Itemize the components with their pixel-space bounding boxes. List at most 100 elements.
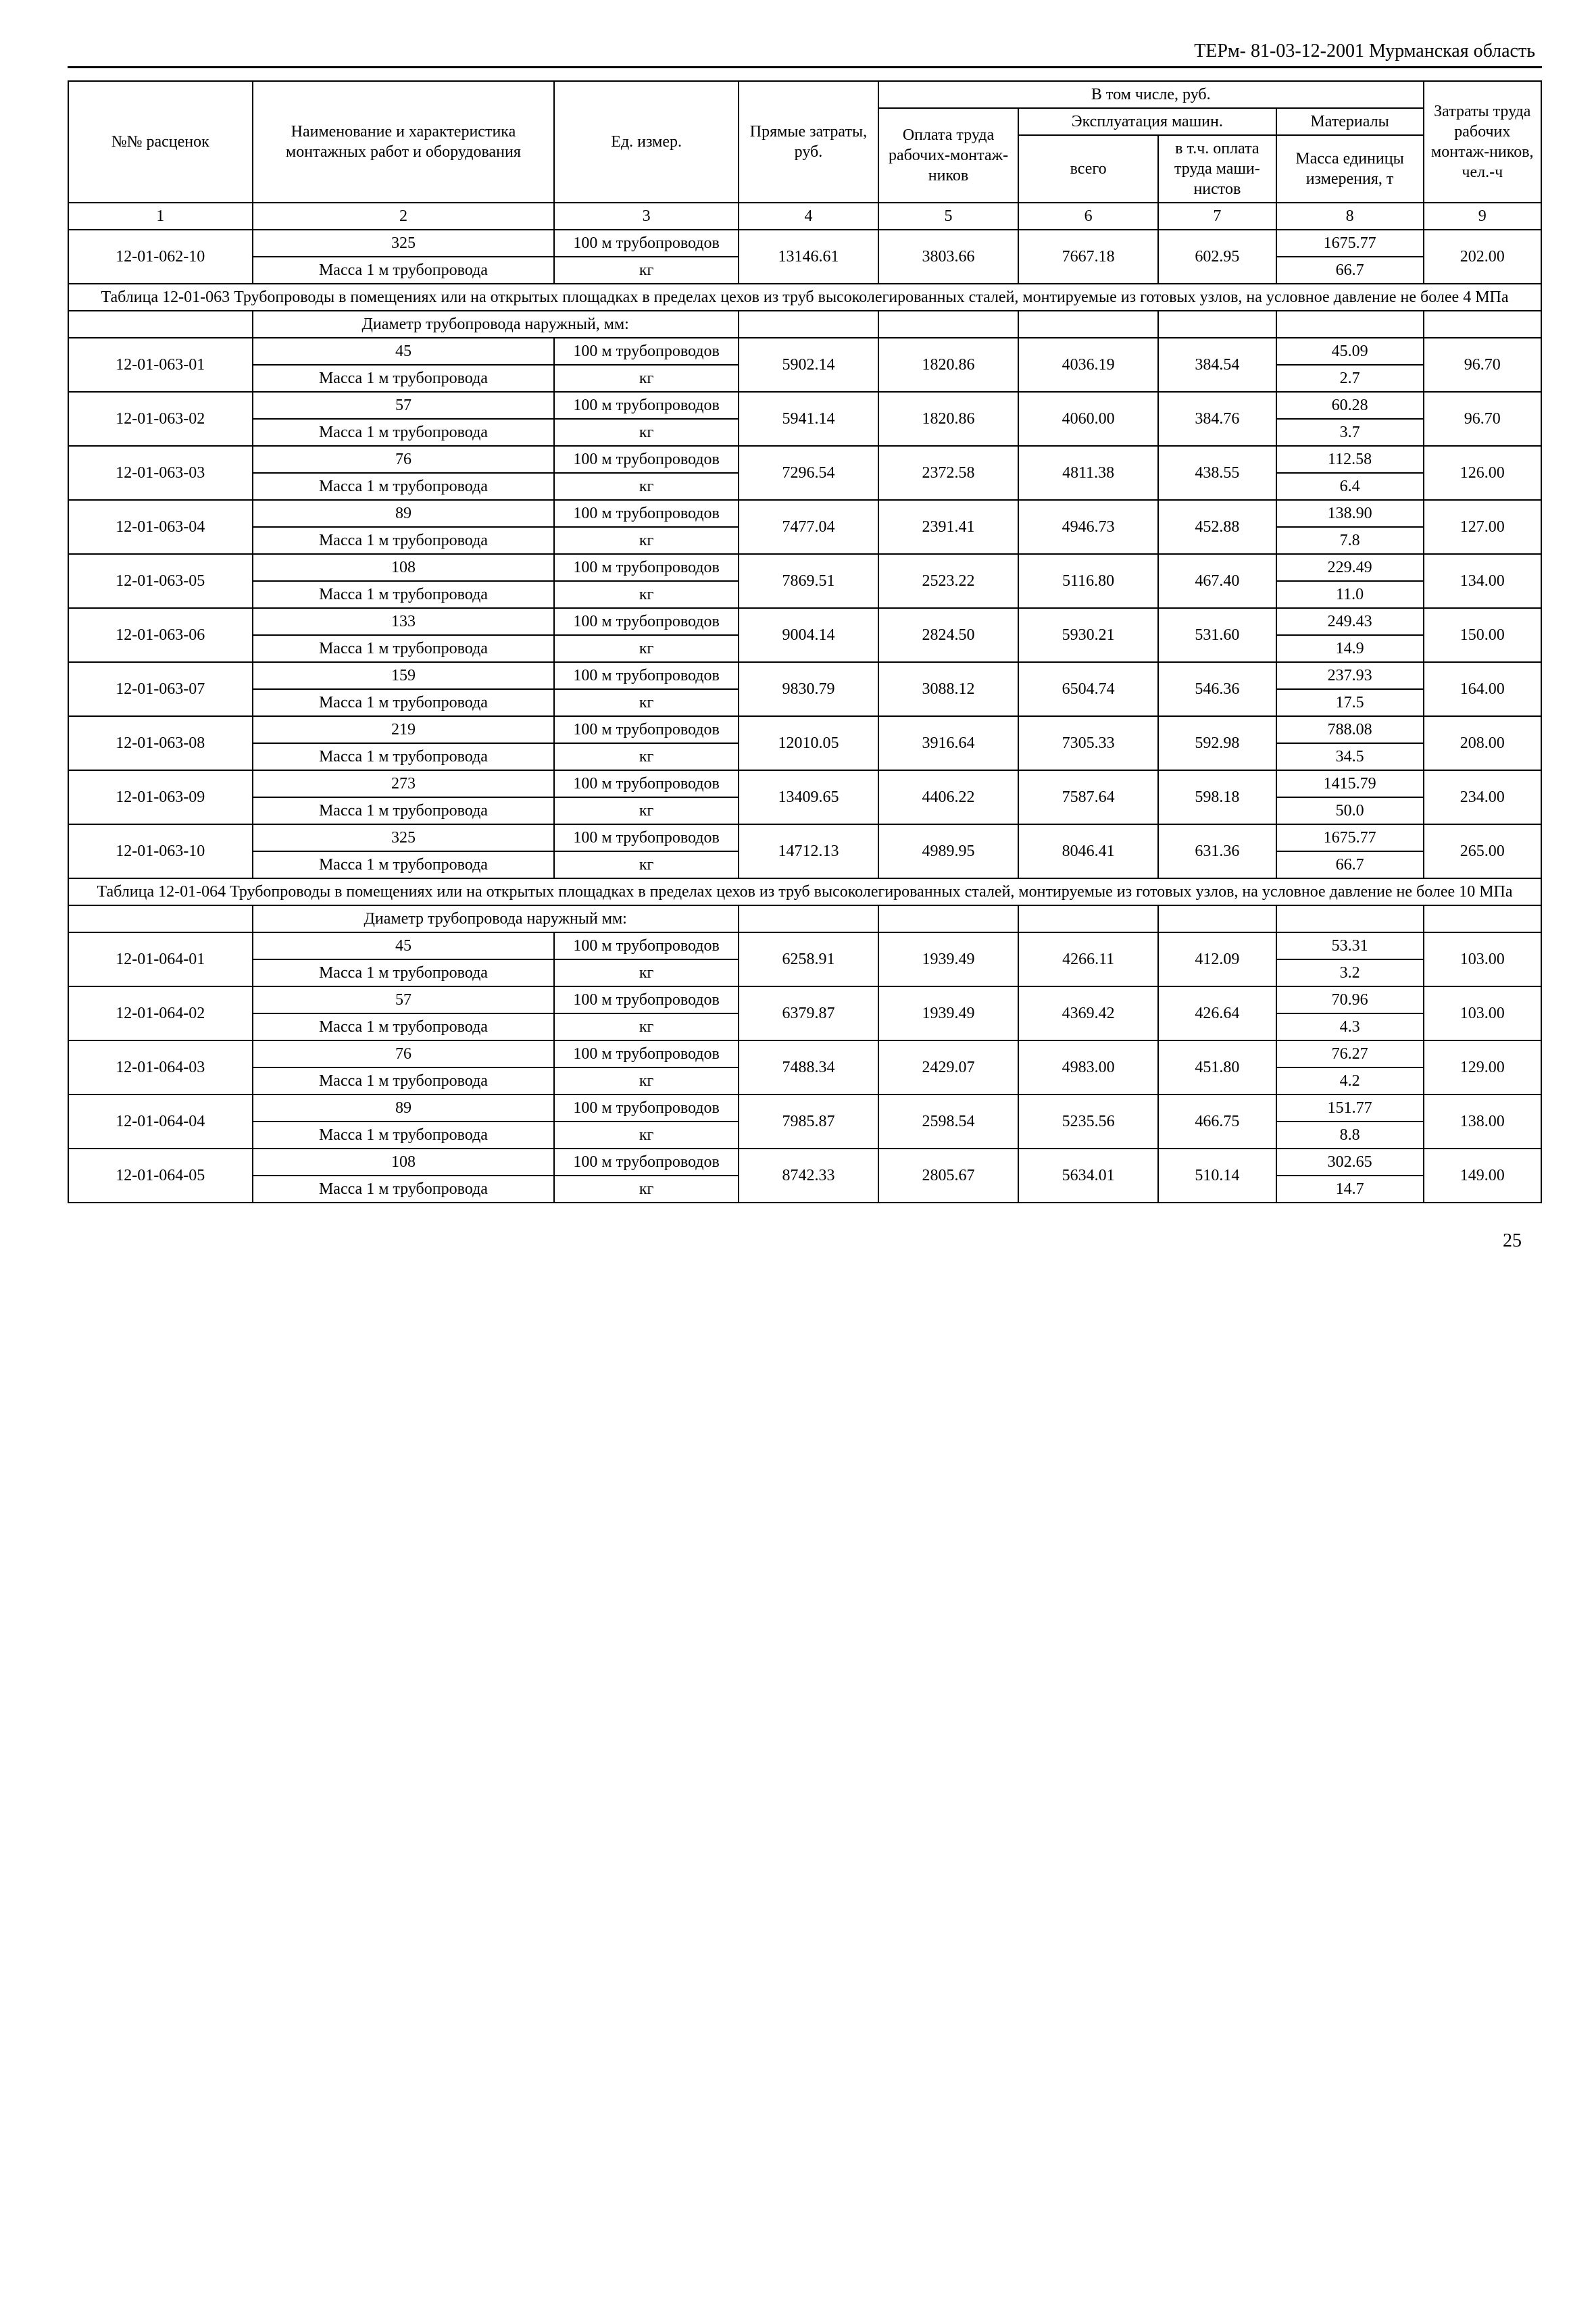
cell-labor: 1939.49	[878, 932, 1018, 986]
cell-unit: 100 м трубопроводов	[554, 986, 739, 1013]
cell-code: 12-01-062-10	[68, 230, 253, 284]
cell-mass-unit: кг	[554, 1176, 739, 1203]
cell-mach: 5116.80	[1018, 554, 1158, 608]
table-row: 12-01-064-0489100 м трубопроводов7985.87…	[68, 1095, 1541, 1122]
cell-mat: 138.90	[1276, 500, 1424, 527]
cell-labor: 3088.12	[878, 662, 1018, 716]
cell-unit: 100 м трубопроводов	[554, 1149, 739, 1176]
cell-lh: 126.00	[1424, 446, 1541, 500]
cell-labor: 2805.67	[878, 1149, 1018, 1203]
diam-header-row: Диаметр трубопровода наружный мм:	[68, 905, 1541, 932]
cell-unit: 100 м трубопроводов	[554, 392, 739, 419]
header-row-1: №№ расценок Наименование и характеристик…	[68, 81, 1541, 108]
cell-lh: 208.00	[1424, 716, 1541, 770]
table-row: 12-01-063-0376100 м трубопроводов7296.54…	[68, 446, 1541, 473]
document-header: ТЕРм- 81-03-12-2001 Мурманская область	[68, 41, 1542, 62]
cell-labor: 3803.66	[878, 230, 1018, 284]
cell-lh: 164.00	[1424, 662, 1541, 716]
cell-direct: 13409.65	[739, 770, 878, 824]
cell-mach: 7667.18	[1018, 230, 1158, 284]
cell-diam: 273	[253, 770, 555, 797]
hn9: 9	[1424, 203, 1541, 230]
cell-diam: 89	[253, 1095, 555, 1122]
cell-mass-unit: кг	[554, 527, 739, 554]
cell-mass: 7.8	[1276, 527, 1424, 554]
hdr-code: №№ расценок	[68, 81, 253, 203]
table-row: 12-01-063-0257100 м трубопроводов5941.14…	[68, 392, 1541, 419]
cell-lh: 138.00	[1424, 1095, 1541, 1149]
cell-lh: 202.00	[1424, 230, 1541, 284]
cell-labor: 2391.41	[878, 500, 1018, 554]
cell-mach: 4060.00	[1018, 392, 1158, 446]
cell-machop: 384.54	[1158, 338, 1276, 392]
cell-direct: 7477.04	[739, 500, 878, 554]
cell-mach: 7305.33	[1018, 716, 1158, 770]
cell-mass-label: Масса 1 м трубопровода	[253, 365, 555, 392]
cell-unit: 100 м трубопроводов	[554, 554, 739, 581]
cell-code: 12-01-063-06	[68, 608, 253, 662]
cell-machop: 438.55	[1158, 446, 1276, 500]
cell-mass-label: Масса 1 м трубопровода	[253, 1122, 555, 1149]
diam-header: Диаметр трубопровода наружный, мм:	[253, 311, 739, 338]
cell-mat: 302.65	[1276, 1149, 1424, 1176]
cell-direct: 7985.87	[739, 1095, 878, 1149]
table-row: 12-01-063-08219100 м трубопроводов12010.…	[68, 716, 1541, 743]
hdr-unit: Ед. измер.	[554, 81, 739, 203]
hdr-materials: Материалы	[1276, 108, 1424, 135]
cell-labor: 2429.07	[878, 1040, 1018, 1095]
hdr-mach-group: Эксплуатация машин.	[1018, 108, 1276, 135]
cell-machop: 384.76	[1158, 392, 1276, 446]
hdr-mach-op: в т.ч. оплата труда маши-нистов	[1158, 135, 1276, 203]
cell-direct: 7488.34	[739, 1040, 878, 1095]
cell-mass-label: Масса 1 м трубопровода	[253, 1067, 555, 1095]
cell-unit: 100 м трубопроводов	[554, 716, 739, 743]
cell-unit: 100 м трубопроводов	[554, 500, 739, 527]
cell-diam: 45	[253, 932, 555, 959]
cell-machop: 598.18	[1158, 770, 1276, 824]
hn6: 6	[1018, 203, 1158, 230]
cell-diam: 159	[253, 662, 555, 689]
cell-lh: 103.00	[1424, 932, 1541, 986]
cell-unit: 100 м трубопроводов	[554, 446, 739, 473]
cell-direct: 6258.91	[739, 932, 878, 986]
cell-mat: 70.96	[1276, 986, 1424, 1013]
cell-mass-label: Масса 1 м трубопровода	[253, 959, 555, 986]
cell-unit: 100 м трубопроводов	[554, 932, 739, 959]
cell-mass-label: Масса 1 м трубопровода	[253, 851, 555, 878]
cell-mass-unit: кг	[554, 1013, 739, 1040]
main-table: №№ расценок Наименование и характеристик…	[68, 80, 1542, 1203]
cell-code: 12-01-063-07	[68, 662, 253, 716]
hdr-incl: В том числе, руб.	[878, 81, 1424, 108]
cell-labor: 3916.64	[878, 716, 1018, 770]
section-064-title-row: Таблица 12-01-064 Трубопроводы в помещен…	[68, 878, 1541, 905]
cell-code: 12-01-064-02	[68, 986, 253, 1040]
cell-mass-label: Масса 1 м трубопровода	[253, 1013, 555, 1040]
hdr-lh: Затраты труда рабочих монтаж-ников, чел.…	[1424, 81, 1541, 203]
cell-mass: 3.2	[1276, 959, 1424, 986]
cell-code: 12-01-063-05	[68, 554, 253, 608]
cell-code: 12-01-064-05	[68, 1149, 253, 1203]
cell-diam: 57	[253, 392, 555, 419]
cell-code: 12-01-064-03	[68, 1040, 253, 1095]
section-063-title: Таблица 12-01-063 Трубопроводы в помещен…	[68, 284, 1541, 311]
cell-diam: 219	[253, 716, 555, 743]
table-row: 12-01-063-10325100 м трубопроводов14712.…	[68, 824, 1541, 851]
table-row: 12-01-064-0145100 м трубопроводов6258.91…	[68, 932, 1541, 959]
cell-mat: 45.09	[1276, 338, 1424, 365]
table-row: 12-01-063-06133100 м трубопроводов9004.1…	[68, 608, 1541, 635]
cell-code: 12-01-063-09	[68, 770, 253, 824]
hn4: 4	[739, 203, 878, 230]
cell-direct: 12010.05	[739, 716, 878, 770]
cell-mat: 788.08	[1276, 716, 1424, 743]
table-row: 12-01-063-0145100 м трубопроводов5902.14…	[68, 338, 1541, 365]
cell-machop: 412.09	[1158, 932, 1276, 986]
cell-direct: 8742.33	[739, 1149, 878, 1203]
cell-machop: 451.80	[1158, 1040, 1276, 1095]
section-064-title: Таблица 12-01-064 Трубопроводы в помещен…	[68, 878, 1541, 905]
table-row: 12-01-062-10 325 100 м трубопроводов 131…	[68, 230, 1541, 257]
cell-mass: 4.3	[1276, 1013, 1424, 1040]
cell-diam: 45	[253, 338, 555, 365]
cell-code: 12-01-063-04	[68, 500, 253, 554]
cell-code: 12-01-063-08	[68, 716, 253, 770]
hn1: 1	[68, 203, 253, 230]
